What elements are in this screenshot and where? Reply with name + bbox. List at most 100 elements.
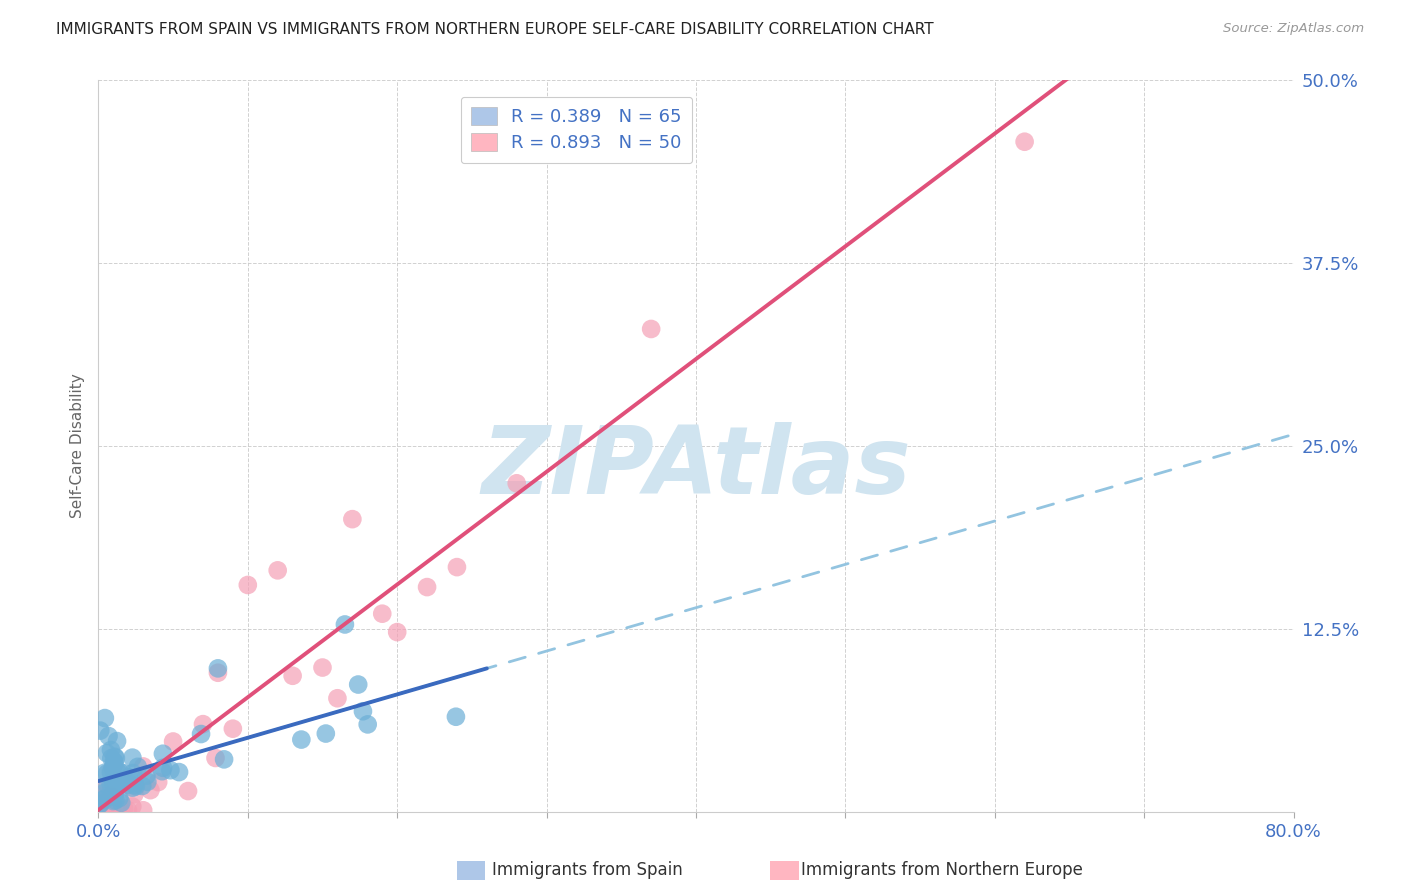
Point xyxy=(159,763,181,777)
Point xyxy=(101,803,124,817)
Point xyxy=(131,779,153,793)
Text: Immigrants from Spain: Immigrants from Spain xyxy=(492,861,683,879)
Text: ZIPAtlas: ZIPAtlas xyxy=(481,422,911,514)
Point xyxy=(177,784,200,798)
Point xyxy=(127,760,149,774)
Point xyxy=(98,790,121,805)
Point xyxy=(103,784,125,798)
Point xyxy=(94,711,117,725)
Point xyxy=(122,766,145,780)
Point xyxy=(101,761,124,775)
Point xyxy=(333,617,356,632)
Point xyxy=(117,778,139,792)
Point xyxy=(112,801,135,815)
Point xyxy=(100,743,122,757)
Point xyxy=(89,797,111,811)
Text: IMMIGRANTS FROM SPAIN VS IMMIGRANTS FROM NORTHERN EUROPE SELF-CARE DISABILITY CO: IMMIGRANTS FROM SPAIN VS IMMIGRANTS FROM… xyxy=(56,22,934,37)
Point xyxy=(132,803,155,817)
Point xyxy=(100,777,122,791)
Point xyxy=(311,660,333,674)
Point xyxy=(89,789,111,803)
Point xyxy=(103,777,125,791)
Point xyxy=(207,661,229,675)
Point xyxy=(124,778,146,792)
Point xyxy=(191,717,214,731)
Point xyxy=(190,727,212,741)
Point xyxy=(121,780,143,795)
Point xyxy=(89,789,111,804)
Point xyxy=(121,799,143,814)
Point xyxy=(114,775,136,789)
Point xyxy=(326,691,349,706)
Point xyxy=(416,580,439,594)
Point xyxy=(107,775,129,789)
Point xyxy=(89,723,111,738)
Point xyxy=(91,793,114,807)
Point xyxy=(136,774,159,789)
Point xyxy=(90,800,112,814)
Point xyxy=(89,781,111,796)
Point xyxy=(152,747,174,761)
Point xyxy=(101,774,124,789)
Point xyxy=(104,751,127,765)
Point xyxy=(91,795,114,809)
Point xyxy=(104,793,127,807)
Point xyxy=(93,790,115,805)
Point xyxy=(93,786,115,800)
Point xyxy=(98,788,121,802)
Point xyxy=(132,759,155,773)
Point xyxy=(152,761,174,775)
Point xyxy=(108,791,131,805)
Point xyxy=(139,783,162,797)
Point xyxy=(93,797,115,811)
Point xyxy=(105,780,128,795)
Point xyxy=(385,625,409,640)
Point xyxy=(444,710,467,724)
Point xyxy=(290,732,312,747)
Point xyxy=(352,704,374,718)
Point xyxy=(93,803,115,817)
Point xyxy=(94,797,117,811)
Point xyxy=(347,677,370,691)
Point xyxy=(267,563,290,577)
Point xyxy=(104,749,127,764)
Point xyxy=(103,755,125,769)
Point xyxy=(105,734,128,748)
Point xyxy=(110,803,132,817)
Point xyxy=(104,787,127,801)
Point xyxy=(115,774,138,789)
Point xyxy=(101,794,124,808)
Point xyxy=(371,607,394,621)
Point xyxy=(100,798,122,813)
Point xyxy=(108,765,131,780)
Point xyxy=(94,791,117,805)
Point xyxy=(89,803,111,817)
Point xyxy=(506,476,529,491)
Text: Source: ZipAtlas.com: Source: ZipAtlas.com xyxy=(1223,22,1364,36)
Point xyxy=(96,798,118,813)
Point xyxy=(162,734,184,748)
Point xyxy=(167,765,190,780)
Point xyxy=(315,726,337,740)
Point xyxy=(357,717,380,731)
Point xyxy=(104,756,127,770)
Point xyxy=(1014,135,1036,149)
Point xyxy=(112,766,135,780)
Point xyxy=(96,798,118,813)
Text: Immigrants from Northern Europe: Immigrants from Northern Europe xyxy=(801,861,1083,879)
Point xyxy=(148,775,170,789)
Point xyxy=(135,769,157,783)
Point xyxy=(105,764,128,779)
Point xyxy=(90,797,112,812)
Point xyxy=(446,560,468,574)
Point xyxy=(118,770,141,784)
Point xyxy=(124,787,146,801)
Point xyxy=(97,779,120,793)
Point xyxy=(150,764,173,779)
Point xyxy=(89,797,111,811)
Point xyxy=(207,665,229,680)
Point xyxy=(96,766,118,780)
Point xyxy=(117,803,139,817)
Point xyxy=(100,765,122,780)
Point xyxy=(640,322,662,336)
